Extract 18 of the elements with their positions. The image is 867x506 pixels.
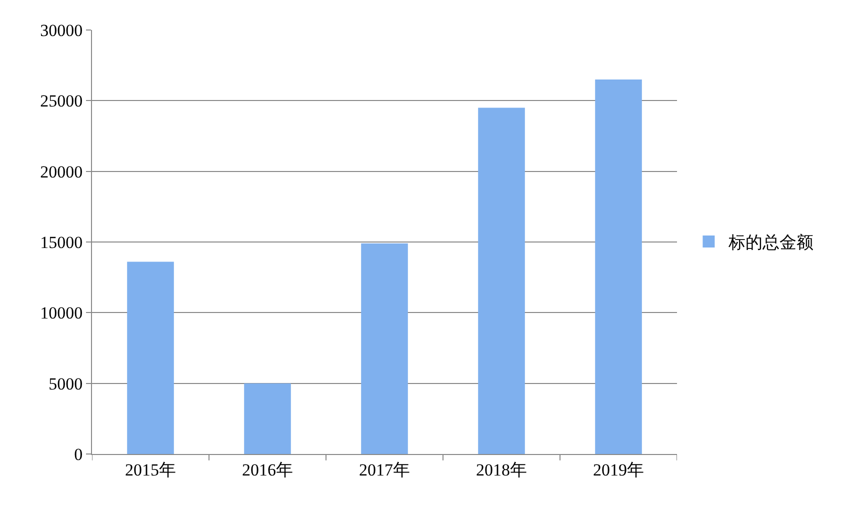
bar bbox=[127, 262, 174, 454]
legend-label: 标的总金额 bbox=[728, 233, 814, 252]
bar bbox=[361, 243, 408, 454]
bar bbox=[244, 383, 291, 454]
x-tick-label: 2015年 bbox=[125, 460, 176, 480]
bar bbox=[478, 108, 525, 454]
x-tick-label: 2019年 bbox=[593, 460, 644, 480]
y-tick-label: 10000 bbox=[40, 304, 83, 323]
y-tick-label: 20000 bbox=[40, 162, 83, 182]
bar bbox=[595, 79, 642, 454]
y-tick-label: 0 bbox=[74, 444, 83, 464]
y-tick-label: 25000 bbox=[40, 92, 83, 111]
y-tick-label: 30000 bbox=[40, 20, 83, 40]
x-tick-label: 2016年 bbox=[242, 460, 293, 480]
y-tick-label: 15000 bbox=[40, 232, 83, 252]
x-tick-label: 2017年 bbox=[359, 460, 410, 480]
y-tick-label: 5000 bbox=[48, 374, 83, 394]
x-tick-label: 2018年 bbox=[476, 460, 527, 480]
